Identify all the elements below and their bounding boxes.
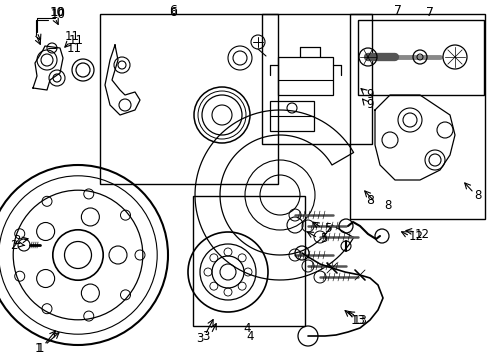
Text: 10: 10	[50, 8, 65, 21]
Text: 10: 10	[49, 5, 64, 18]
Bar	[262, 14, 371, 144]
Text: 10: 10	[50, 5, 65, 18]
Text: 8: 8	[365, 194, 373, 207]
Text: 6: 6	[169, 5, 177, 18]
Bar	[269, 101, 313, 131]
Text: 11: 11	[66, 41, 81, 54]
Text: 11: 11	[68, 33, 83, 46]
Text: 8: 8	[473, 189, 481, 202]
Text: 8: 8	[384, 198, 391, 212]
Text: 5: 5	[320, 231, 327, 244]
Bar	[349, 14, 484, 219]
Text: 13: 13	[350, 314, 365, 327]
Text: 7: 7	[393, 4, 401, 17]
Text: 12: 12	[407, 230, 423, 243]
Bar	[357, 20, 483, 95]
Text: 13: 13	[352, 314, 366, 327]
Text: 4: 4	[246, 330, 253, 343]
Text: 5: 5	[324, 221, 331, 234]
Bar	[278, 57, 332, 95]
Bar	[193, 196, 305, 326]
Text: 3: 3	[202, 330, 209, 343]
Text: 6: 6	[169, 4, 177, 17]
Text: 4: 4	[243, 321, 250, 334]
Text: 1: 1	[34, 342, 41, 355]
Text: 9: 9	[366, 98, 373, 111]
Text: 11: 11	[64, 30, 80, 42]
Text: 7: 7	[425, 5, 433, 18]
Text: 3: 3	[196, 332, 203, 345]
Text: 2: 2	[13, 234, 20, 247]
Bar	[100, 14, 278, 184]
Text: 12: 12	[414, 228, 428, 240]
Text: 1: 1	[36, 342, 43, 355]
Text: 9: 9	[366, 87, 373, 100]
Text: 2: 2	[10, 239, 18, 252]
